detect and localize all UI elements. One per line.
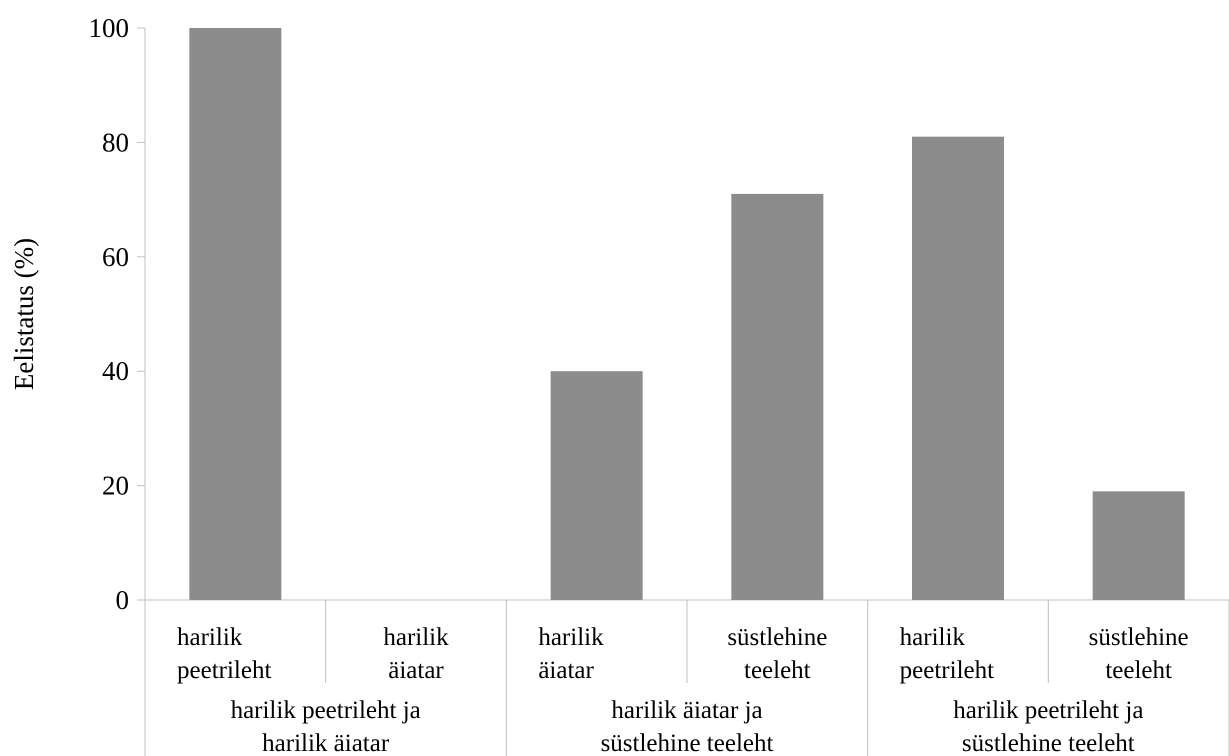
y-axis-label: Eelistatus (%) — [9, 238, 39, 390]
group-label: harilik peetrileht ja süstlehine teeleht — [953, 697, 1143, 756]
group-labels: harilik peetrileht ja harilik äiatar haril… — [231, 697, 1144, 756]
y-tick-label: 80 — [102, 127, 129, 157]
y-tick-label: 40 — [102, 356, 129, 386]
category-label: harilik äiatar — [383, 624, 449, 684]
group-label: harilik äiatar ja süstlehine teeleht — [601, 697, 774, 756]
y-tick-label: 60 — [102, 242, 129, 272]
y-tick-label: 100 — [89, 13, 130, 43]
bar — [189, 28, 282, 600]
axes — [144, 28, 1229, 601]
bars — [189, 28, 1185, 600]
category-label: süstlehine teeleht — [727, 624, 827, 684]
bar — [550, 371, 643, 600]
bar — [912, 136, 1004, 600]
group-label: harilik peetrileht ja harilik äiatar — [231, 697, 421, 756]
category-label: harilik peetrileht — [177, 624, 271, 684]
y-tick-label: 0 — [116, 585, 130, 615]
category-label: harilik äiatar — [538, 624, 604, 684]
bar — [1092, 491, 1185, 600]
category-labels: harilik peetrileht harilik äiatar harilik äia… — [144, 600, 1229, 756]
bar — [731, 193, 824, 600]
category-label: harilik peetrileht — [900, 624, 994, 684]
y-tick-label: 20 — [102, 471, 129, 501]
category-label: süstlehine teeleht — [1089, 624, 1189, 684]
y-ticks: 0 20 40 60 80 100 — [89, 13, 145, 615]
